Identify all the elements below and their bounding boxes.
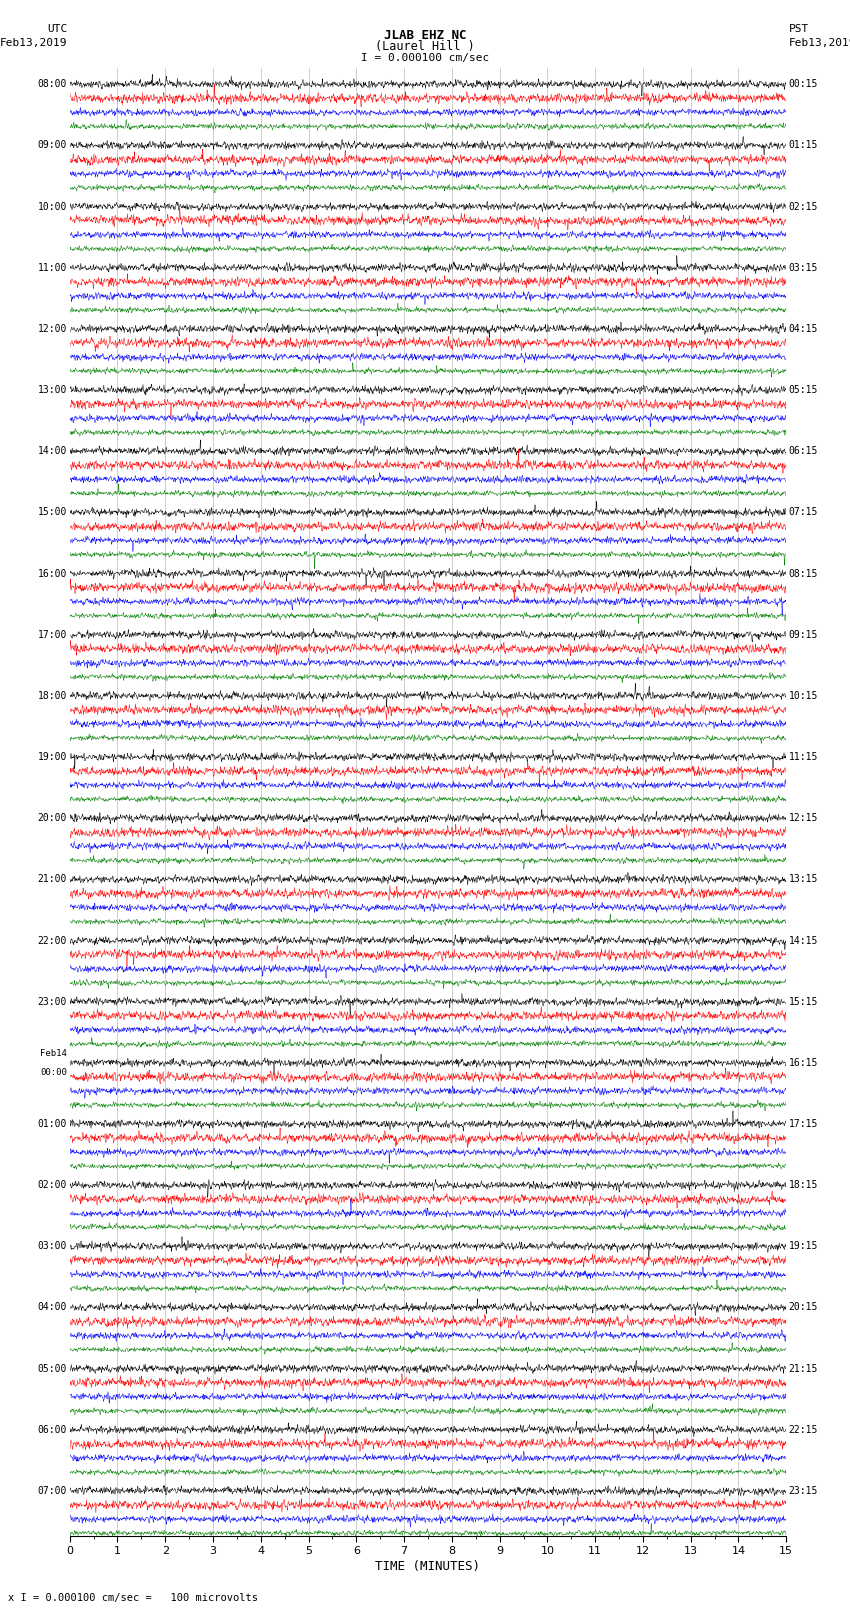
Text: UTC: UTC — [47, 24, 67, 34]
Text: 05:00: 05:00 — [37, 1363, 67, 1374]
Text: 18:00: 18:00 — [37, 690, 67, 702]
Text: 07:00: 07:00 — [37, 1486, 67, 1495]
Text: JLAB EHZ NC: JLAB EHZ NC — [383, 29, 467, 42]
Text: 06:15: 06:15 — [789, 447, 819, 456]
Text: 06:00: 06:00 — [37, 1424, 67, 1436]
Text: 21:00: 21:00 — [37, 874, 67, 884]
Text: 15:00: 15:00 — [37, 508, 67, 518]
Text: 03:15: 03:15 — [789, 263, 819, 273]
Text: 10:15: 10:15 — [789, 690, 819, 702]
Text: 14:15: 14:15 — [789, 936, 819, 945]
Text: 17:15: 17:15 — [789, 1119, 819, 1129]
Text: 12:00: 12:00 — [37, 324, 67, 334]
Text: 22:00: 22:00 — [37, 936, 67, 945]
Text: 20:15: 20:15 — [789, 1302, 819, 1313]
Text: Feb14: Feb14 — [40, 1048, 67, 1058]
Text: 15:15: 15:15 — [789, 997, 819, 1007]
Text: 07:15: 07:15 — [789, 508, 819, 518]
Text: 09:15: 09:15 — [789, 629, 819, 640]
Text: 20:00: 20:00 — [37, 813, 67, 823]
Text: 21:15: 21:15 — [789, 1363, 819, 1374]
Text: (Laurel Hill ): (Laurel Hill ) — [375, 40, 475, 53]
Text: 18:15: 18:15 — [789, 1181, 819, 1190]
Text: 12:15: 12:15 — [789, 813, 819, 823]
Text: 19:15: 19:15 — [789, 1242, 819, 1252]
Text: PST: PST — [789, 24, 809, 34]
Text: 13:00: 13:00 — [37, 386, 67, 395]
Text: Feb13,2019: Feb13,2019 — [0, 39, 67, 48]
Text: 11:15: 11:15 — [789, 752, 819, 761]
Text: 08:15: 08:15 — [789, 568, 819, 579]
Text: 22:15: 22:15 — [789, 1424, 819, 1436]
Text: 10:00: 10:00 — [37, 202, 67, 211]
Text: 01:00: 01:00 — [37, 1119, 67, 1129]
Text: Feb13,2019: Feb13,2019 — [789, 39, 850, 48]
Text: 19:00: 19:00 — [37, 752, 67, 761]
Text: 00:00: 00:00 — [40, 1068, 67, 1076]
Text: 03:00: 03:00 — [37, 1242, 67, 1252]
Text: 08:00: 08:00 — [37, 79, 67, 89]
Text: 16:00: 16:00 — [37, 568, 67, 579]
Text: 00:15: 00:15 — [789, 79, 819, 89]
Text: I = 0.000100 cm/sec: I = 0.000100 cm/sec — [361, 53, 489, 63]
Text: 04:15: 04:15 — [789, 324, 819, 334]
Text: 05:15: 05:15 — [789, 386, 819, 395]
Text: 11:00: 11:00 — [37, 263, 67, 273]
Text: 09:00: 09:00 — [37, 140, 67, 150]
X-axis label: TIME (MINUTES): TIME (MINUTES) — [376, 1560, 480, 1573]
Text: 14:00: 14:00 — [37, 447, 67, 456]
Text: 23:15: 23:15 — [789, 1486, 819, 1495]
Text: x I = 0.000100 cm/sec =   100 microvolts: x I = 0.000100 cm/sec = 100 microvolts — [8, 1594, 258, 1603]
Text: 01:15: 01:15 — [789, 140, 819, 150]
Text: 02:00: 02:00 — [37, 1181, 67, 1190]
Text: 23:00: 23:00 — [37, 997, 67, 1007]
Text: 16:15: 16:15 — [789, 1058, 819, 1068]
Text: 13:15: 13:15 — [789, 874, 819, 884]
Text: 02:15: 02:15 — [789, 202, 819, 211]
Text: 17:00: 17:00 — [37, 629, 67, 640]
Text: 04:00: 04:00 — [37, 1302, 67, 1313]
